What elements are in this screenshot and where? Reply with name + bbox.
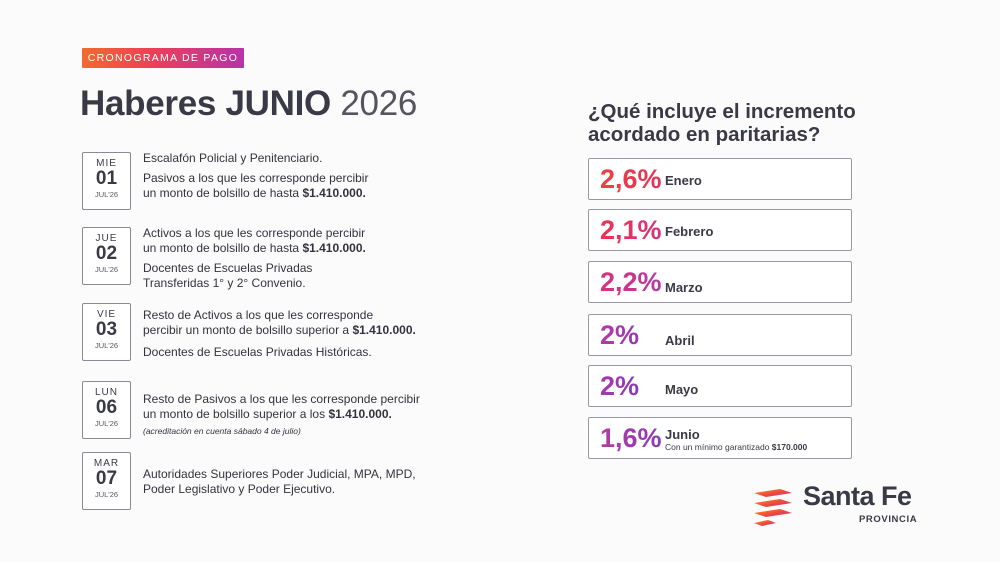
date-month: JUL'26: [94, 341, 119, 350]
schedule-line: Docentes de Escuelas Privadas: [143, 261, 313, 275]
increment-row: 1,6% Junio Con un mínimo garantizado $17…: [588, 417, 852, 459]
increment-note: Con un mínimo garantizado $170.000: [665, 442, 807, 452]
increment-row: 2,2% Marzo: [588, 261, 852, 303]
schedule-line-text: percibir un monto de bolsillo superior a: [143, 323, 353, 337]
schedule-line: Resto de Pasivos a los que les correspon…: [143, 392, 420, 406]
page-title: Haberes JUNIO 2026: [80, 84, 417, 124]
increment-row: 2% Mayo: [588, 365, 852, 407]
date-weekday: MIE: [96, 158, 117, 169]
schedule-line: Pasivos a los que les corresponde percib…: [143, 171, 369, 185]
increment-title: ¿Qué incluye el incremento acordado en p…: [588, 100, 856, 146]
date-month: JUL'26: [94, 265, 119, 274]
date-box: MAR 07 JUL'26: [82, 452, 131, 510]
logo-name: Santa Fe: [803, 481, 912, 511]
increment-note-amount: $170.000: [771, 442, 808, 452]
schedule-line: Activos a los que les corresponde percib…: [143, 226, 366, 240]
increment-month: Enero: [665, 173, 702, 188]
date-day: 03: [95, 319, 118, 340]
date-weekday: LUN: [94, 387, 118, 398]
schedule-line: un monto de bolsillo de hasta $1.410.000…: [143, 241, 366, 255]
schedule-amount: $1.410.000.: [352, 323, 416, 337]
date-weekday: JUE: [95, 233, 118, 244]
increment-row: 2,1% Febrero: [588, 209, 852, 251]
increment-month: Marzo: [665, 280, 703, 295]
increment-row: 2,6% Enero: [588, 158, 852, 200]
date-weekday: MAR: [93, 458, 120, 469]
increment-month: Febrero: [665, 224, 714, 239]
schedule-line: percibir un monto de bolsillo superior a…: [143, 323, 416, 337]
page-title-main: Haberes JUNIO: [80, 84, 331, 123]
schedule-note: (acreditación en cuenta sábado 4 de juli…: [143, 426, 301, 436]
date-weekday: VIE: [96, 309, 117, 320]
date-month: JUL'26: [94, 490, 119, 499]
schedule-amount: $1.410.000.: [302, 241, 366, 255]
date-day: 06: [95, 397, 118, 418]
schedule-line: un monto de bolsillo superior a los $1.4…: [143, 407, 392, 421]
date-box: MIE 01 JUL'26: [82, 152, 131, 210]
date-box: VIE 03 JUL'26: [82, 303, 131, 361]
schedule-line: Resto de Activos a los que les correspon…: [143, 308, 374, 322]
schedule-line: Autoridades Superiores Poder Judicial, M…: [143, 467, 416, 481]
logo-subtitle: PROVINCIA: [859, 514, 918, 525]
date-day: 02: [95, 243, 118, 264]
santa-fe-logo-icon: [754, 489, 792, 526]
schedule-amount: $1.410.000.: [328, 407, 392, 421]
date-month: JUL'26: [94, 190, 119, 199]
increment-month: Mayo: [665, 382, 699, 397]
schedule-badge: CRONOGRAMA DE PAGO: [82, 48, 244, 68]
increment-title-line: acordado en paritarias?: [588, 123, 821, 146]
increment-percent: 2,2%: [600, 267, 662, 297]
increment-percent: 2,6%: [600, 164, 662, 194]
date-day: 07: [95, 468, 118, 489]
date-box: JUE 02 JUL'26: [82, 227, 131, 285]
date-month: JUL'26: [94, 419, 119, 428]
increment-month: Junio: [665, 427, 700, 442]
schedule-line: Docentes de Escuelas Privadas Históricas…: [143, 345, 372, 359]
page-title-year: 2026: [340, 84, 418, 123]
increment-row: 2% Abril: [588, 314, 852, 356]
increment-note-text: Con un mínimo garantizado: [665, 442, 772, 452]
schedule-line-text: un monto de bolsillo superior a los: [143, 407, 329, 421]
schedule-line: Transferidas 1° y 2° Convenio.: [143, 276, 306, 290]
increment-percent: 2%: [600, 371, 640, 401]
increment-month: Abril: [665, 333, 695, 348]
schedule-line: Escalafón Policial y Penitenciario.: [143, 151, 323, 165]
schedule-line-text: un monto de bolsillo de hasta: [143, 186, 303, 200]
increment-percent: 1,6%: [600, 423, 662, 453]
increment-percent: 2,1%: [600, 215, 662, 245]
schedule-line-text: un monto de bolsillo de hasta: [143, 241, 303, 255]
schedule-line: un monto de bolsillo de hasta $1.410.000…: [143, 186, 366, 200]
date-box: LUN 06 JUL'26: [82, 381, 131, 439]
increment-title-line: ¿Qué incluye el incremento: [588, 100, 856, 123]
schedule-amount: $1.410.000.: [302, 186, 366, 200]
date-day: 01: [95, 168, 118, 189]
increment-percent: 2%: [600, 320, 640, 350]
schedule-line: Poder Legislativo y Poder Ejecutivo.: [143, 482, 336, 496]
